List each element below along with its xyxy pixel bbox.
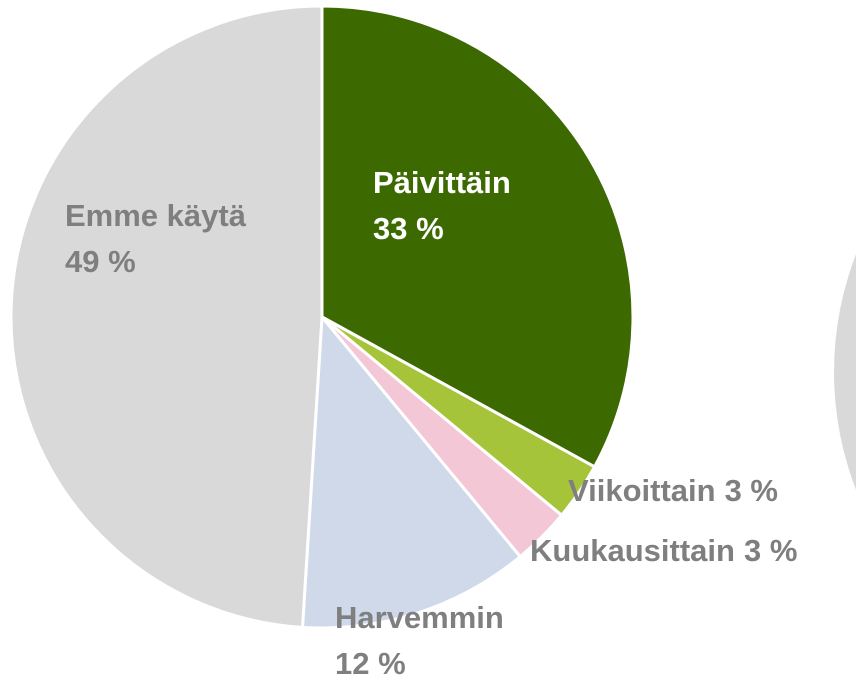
slice-label: Emme käytä 49 %: [65, 198, 247, 279]
value-label: 3 %: [744, 533, 797, 568]
second-pie-edge: [834, 254, 856, 490]
slice-label: Kuukausittain 3 %: [530, 533, 797, 568]
category-label: Harvemmin: [335, 600, 504, 635]
value-label: 49 %: [65, 244, 136, 279]
category-label: Emme käytä: [65, 198, 247, 233]
category-label: Päivittäin: [373, 165, 511, 200]
category-label: Kuukausittain: [530, 533, 735, 568]
value-label: 3 %: [725, 473, 778, 508]
slice-label: Harvemmin 12 %: [335, 600, 504, 681]
value-label: 33 %: [373, 211, 444, 246]
pie-slice: [300, 313, 523, 630]
category-label: Viikoittain: [568, 473, 716, 508]
slice-label: Viikoittain 3 %: [568, 473, 778, 508]
pie-slice: [320, 4, 635, 469]
pie-slice: [9, 4, 324, 629]
slice-label: Päivittäin 33 %: [373, 165, 511, 246]
value-label: 12 %: [335, 646, 406, 681]
